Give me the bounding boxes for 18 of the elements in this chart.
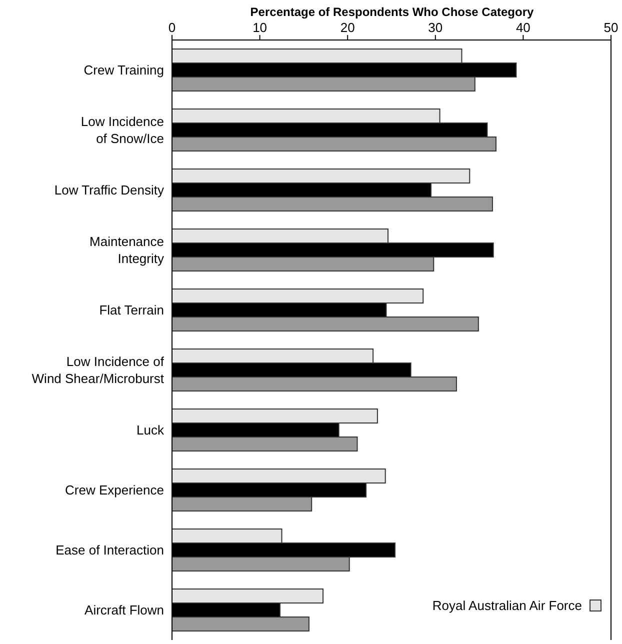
x-tick-label: 50 — [604, 20, 618, 35]
x-axis-title: Percentage of Respondents Who Chose Category — [250, 5, 534, 19]
x-tick-label: 10 — [252, 20, 268, 35]
y-tick-label: Low Incidence of Wind Shear/Microburst — [32, 354, 164, 386]
y-tick-label: Low Incidence of Snow/Ice — [80, 114, 164, 146]
y-tick-label: Flat Terrain — [99, 302, 164, 318]
y-tick-label: Crew Training — [84, 62, 164, 78]
x-tick-label: 0 — [168, 20, 176, 35]
y-tick-label: Crew Experience — [65, 482, 164, 498]
y-tick-label: Ease of Interaction — [56, 542, 164, 558]
y-tick-label: Maintenance Integrity — [90, 234, 164, 266]
x-tick-label: 30 — [428, 20, 443, 35]
x-tick-label: 20 — [340, 20, 355, 35]
y-tick-label: Aircraft Flown — [84, 602, 164, 618]
y-tick-label: Low Traffic Density — [54, 182, 164, 198]
y-tick-label: Luck — [136, 422, 164, 438]
x-tick-label: 40 — [516, 20, 530, 35]
legend-label: Royal Australian Air Force — [432, 598, 582, 613]
